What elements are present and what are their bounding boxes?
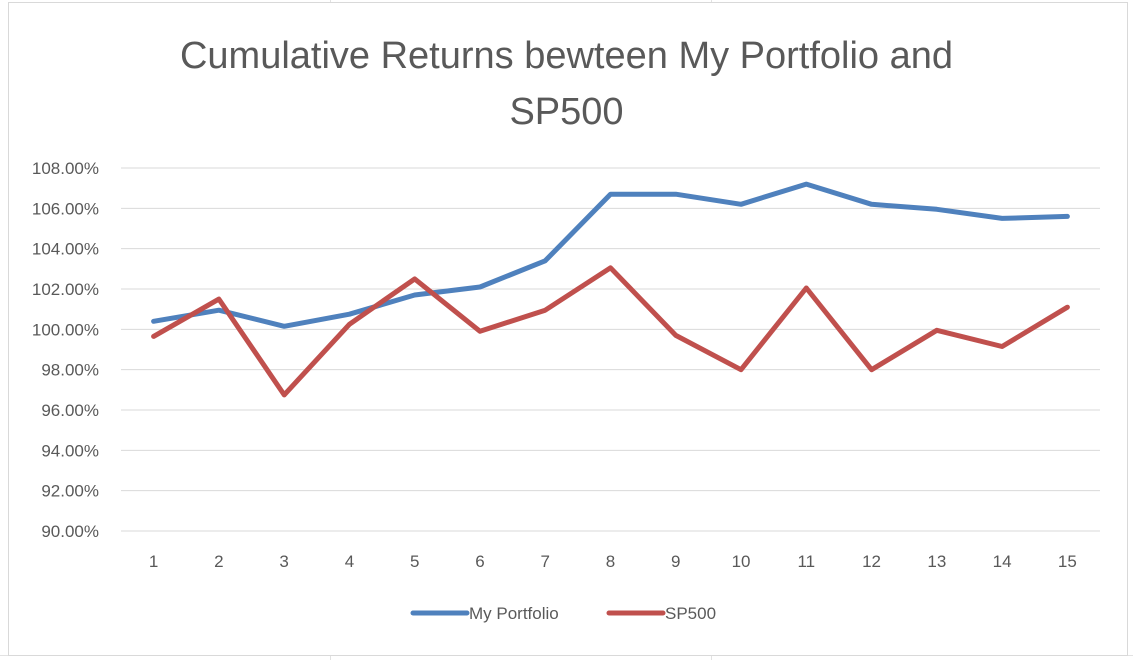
- y-tick-label: 102.00%: [32, 280, 99, 299]
- x-tick-label: 13: [927, 552, 946, 571]
- legend-label: SP500: [665, 604, 716, 623]
- x-tick-label: 5: [410, 552, 419, 571]
- y-tick-label: 96.00%: [41, 401, 99, 420]
- x-tick-label: 8: [606, 552, 615, 571]
- series-line-2[interactable]: [151, 265, 1070, 398]
- x-tick-label: 14: [993, 552, 1012, 571]
- series-line-1[interactable]: [151, 181, 1070, 329]
- x-tick-label: 2: [214, 552, 223, 571]
- y-tick-label: 104.00%: [32, 240, 99, 259]
- x-tick-label: 15: [1058, 552, 1077, 571]
- chart-title-line-2: SP500: [509, 91, 624, 133]
- x-tick-label: 6: [475, 552, 484, 571]
- x-tick-label: 11: [797, 552, 815, 571]
- series-lines: [151, 181, 1070, 398]
- y-tick-label: 90.00%: [41, 522, 99, 541]
- chart-title: Cumulative Returns bewteen My Portfolio …: [0, 28, 1133, 140]
- x-tick-label: 10: [732, 552, 751, 571]
- y-tick-label: 108.00%: [32, 159, 99, 178]
- x-axis-tick-labels: 1 2 3 4 5 6 7 8 9 10 11 12 13 14 15: [149, 552, 1077, 571]
- y-tick-label: 100.00%: [32, 320, 99, 339]
- legend-label: My Portfolio: [469, 604, 559, 623]
- y-tick-label: 92.00%: [41, 482, 99, 501]
- y-tick-label: 98.00%: [41, 361, 99, 380]
- x-tick-label: 3: [279, 552, 288, 571]
- legend: My Portfolio SP500: [410, 604, 716, 623]
- x-tick-label: 9: [671, 552, 680, 571]
- y-tick-label: 94.00%: [41, 441, 99, 460]
- gridlines: [121, 167, 1100, 532]
- x-tick-label: 4: [345, 552, 354, 571]
- y-tick-label: 106.00%: [32, 199, 99, 218]
- x-tick-label: 7: [540, 552, 549, 571]
- x-tick-label: 12: [862, 552, 881, 571]
- y-axis-tick-labels: 90.00% 92.00% 94.00% 96.00% 98.00% 100.00% 102…: [32, 159, 99, 541]
- chart-title-line-1: Cumulative Returns bewteen My Portfolio …: [179, 35, 954, 77]
- x-tick-label: 1: [149, 552, 158, 571]
